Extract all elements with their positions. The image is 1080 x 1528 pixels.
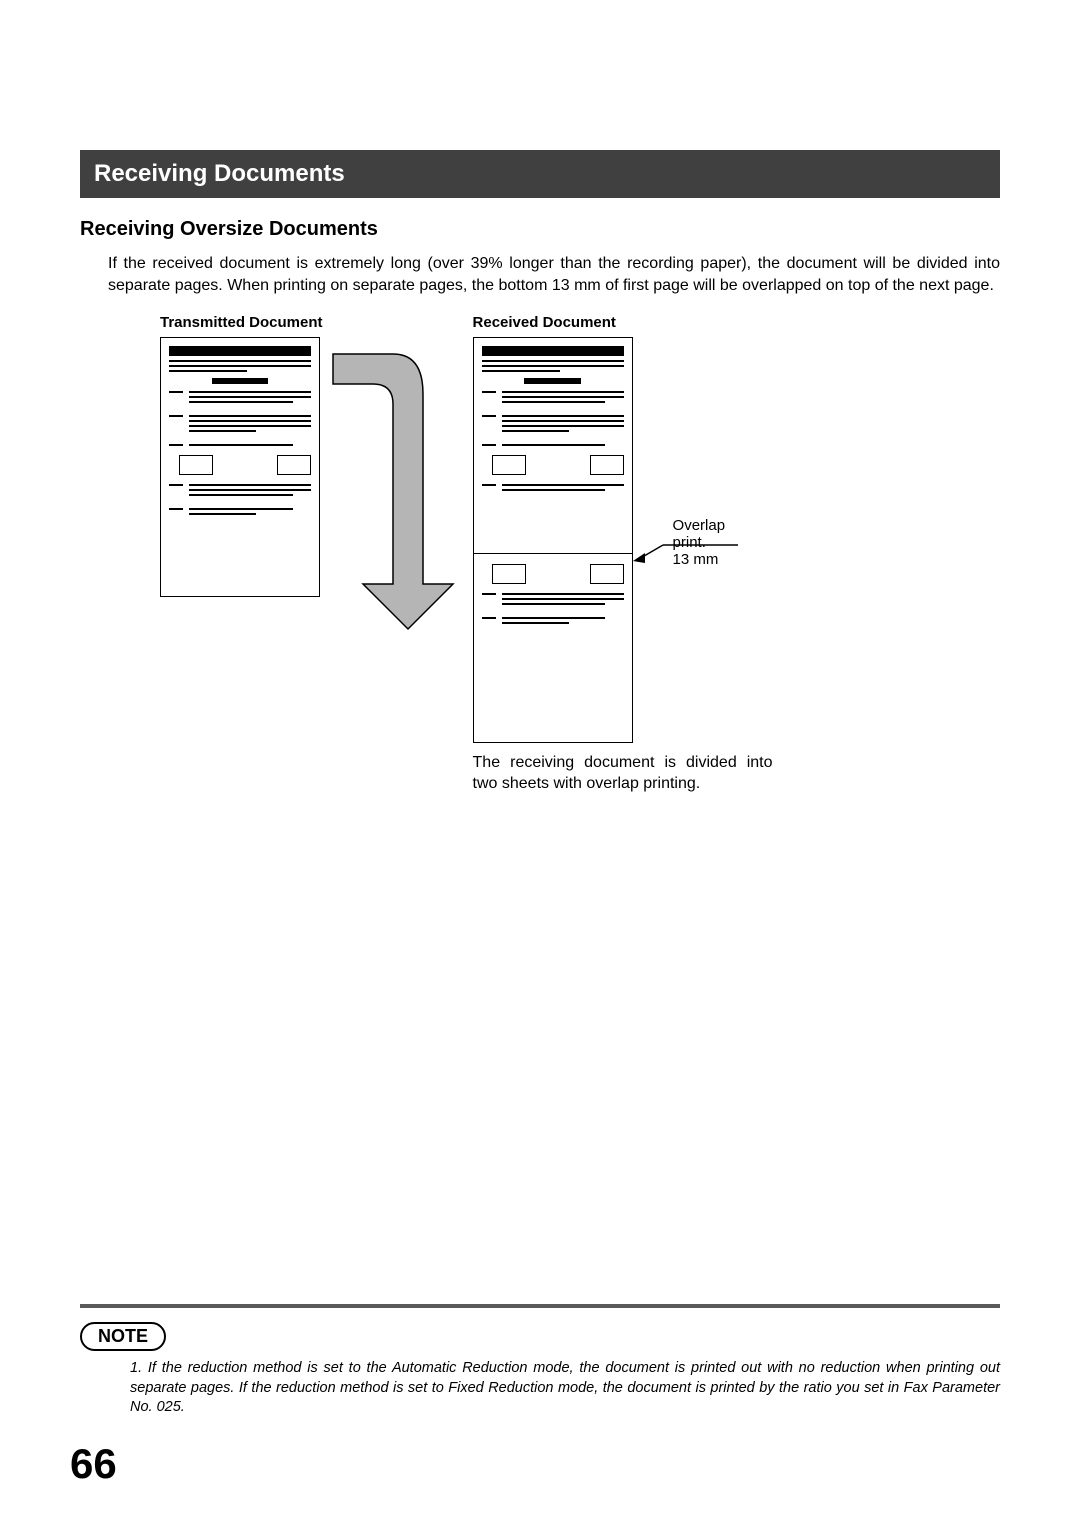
- page-number: 66: [70, 1440, 117, 1488]
- note-badge: NOTE: [80, 1322, 166, 1351]
- section-header: Receiving Documents: [80, 150, 1000, 198]
- transmitted-doc: [160, 337, 320, 597]
- note-text: 1. If the reduction method is set to the…: [130, 1359, 1000, 1418]
- transmitted-label: Transmitted Document: [160, 314, 323, 331]
- intro-paragraph: If the received document is extremely lo…: [108, 253, 1000, 296]
- note-item-body: If the reduction method is set to the Au…: [130, 1360, 1000, 1415]
- received-column: Received Document: [473, 314, 773, 795]
- note-rule: [80, 1304, 1000, 1308]
- received-doc-page1: [473, 337, 633, 557]
- flow-arrow: [323, 314, 473, 614]
- overlap-label: Overlap print. 13 mm: [673, 517, 726, 568]
- received-doc-page2: [473, 553, 633, 743]
- note-section: NOTE 1. If the reduction method is set t…: [80, 1304, 1000, 1418]
- note-item-num: 1.: [130, 1360, 142, 1376]
- subheading: Receiving Oversize Documents: [80, 218, 1000, 241]
- overlap-line2: 13 mm: [673, 551, 719, 568]
- diagram-caption: The receiving document is divided into t…: [473, 753, 773, 795]
- diagram: Transmitted Document Received Document: [160, 314, 1000, 795]
- overlap-line1: Overlap print.: [673, 517, 726, 551]
- arrow-icon: [323, 314, 473, 634]
- transmitted-column: Transmitted Document: [160, 314, 323, 597]
- received-label: Received Document: [473, 314, 616, 331]
